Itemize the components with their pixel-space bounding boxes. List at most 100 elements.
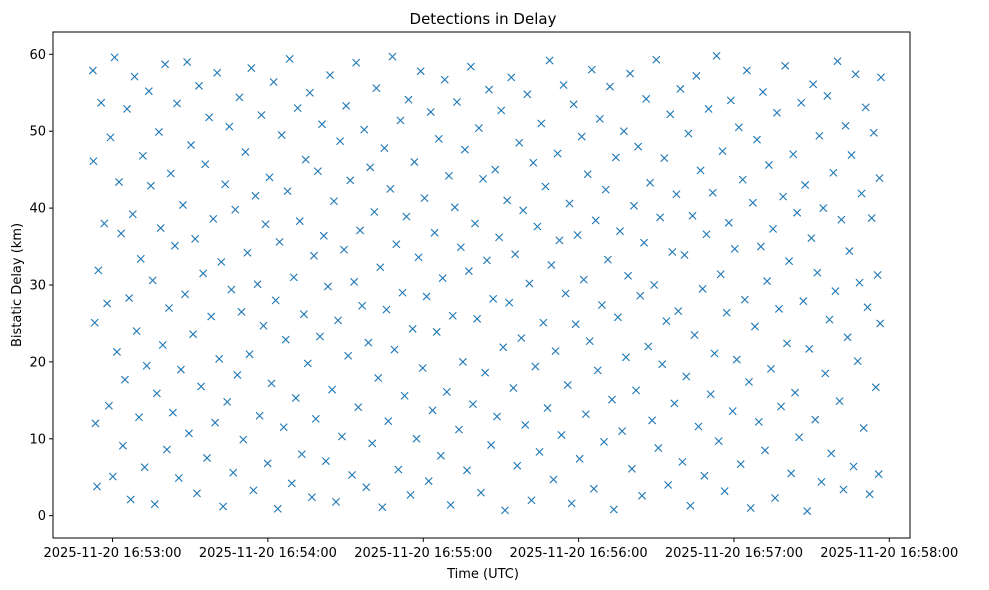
data-point [801,181,810,190]
data-point [805,344,814,353]
data-point [678,457,687,466]
data-point [217,257,226,266]
data-point [402,212,411,221]
data-point [587,65,596,74]
data-point [833,57,842,66]
data-point [756,242,765,251]
data-point [207,312,216,321]
data-point [609,505,618,514]
data-point [362,483,371,492]
data-point [354,403,363,412]
data-point [91,419,100,428]
data-point [277,131,286,140]
data-point [646,178,655,187]
data-point [793,208,802,217]
data-point [434,134,443,143]
data-point [410,157,419,166]
data-point [823,91,832,100]
data-point [374,374,383,383]
data-point [235,93,244,102]
data-point [408,324,417,333]
data-point [404,95,413,104]
data-point [376,263,385,272]
data-point [555,236,564,245]
data-point [581,410,590,419]
data-point [237,307,246,316]
data-point [340,245,349,254]
data-point [195,81,204,90]
data-point [630,201,638,210]
data-point [104,401,113,410]
data-point [541,182,550,191]
data-point [543,404,552,413]
data-point [642,94,651,103]
data-point [271,296,280,305]
data-point [229,468,238,477]
data-point [231,205,240,214]
data-point [191,234,200,243]
data-point [473,314,482,323]
data-point [146,181,155,190]
data-point [307,493,316,502]
data-point [213,68,222,77]
data-point [344,351,353,360]
data-point [585,337,594,346]
data-point [184,429,193,438]
data-point [682,372,691,381]
data-point [386,184,395,193]
data-point [702,230,711,239]
data-point [372,84,381,93]
data-point [764,161,773,170]
data-point [201,160,210,169]
data-point [158,340,167,349]
data-point [797,98,806,107]
data-point [670,399,679,408]
data-point [867,214,876,223]
data-point [491,165,500,174]
data-point [519,206,528,215]
x-tick-label: 2025-11-20 16:58:00 [820,546,958,561]
data-point [608,395,616,404]
data-point [627,464,636,473]
data-point [831,287,840,296]
data-point [700,471,709,480]
data-point [567,499,576,508]
data-point [499,343,508,352]
data-point [859,424,868,433]
data-point [269,77,278,86]
data-point [249,486,258,495]
data-point [855,278,864,287]
data-point [704,104,713,113]
data-point [161,60,170,69]
data-point [611,153,620,162]
data-point [221,180,230,189]
y-tick-label: 50 [29,125,46,140]
data-point [430,228,439,237]
data-point [686,501,695,510]
data-point [750,322,759,331]
data-point [275,237,284,246]
data-point [827,449,836,458]
data-point [706,390,715,399]
data-point [295,217,304,226]
data-point [90,318,99,327]
data-point [684,129,693,138]
data-point [817,477,826,486]
data-point [758,87,767,96]
data-point [368,439,377,448]
data-point [666,110,675,119]
data-point [334,316,343,325]
data-point [547,261,556,269]
data-point [305,88,314,97]
data-point [853,357,862,366]
data-point [495,233,504,242]
data-point [174,474,183,483]
data-point [539,318,548,327]
data-point [416,67,425,76]
data-point [799,297,808,306]
data-point [557,430,566,439]
data-point [638,491,647,500]
data-point [618,427,627,436]
data-point [388,52,397,61]
